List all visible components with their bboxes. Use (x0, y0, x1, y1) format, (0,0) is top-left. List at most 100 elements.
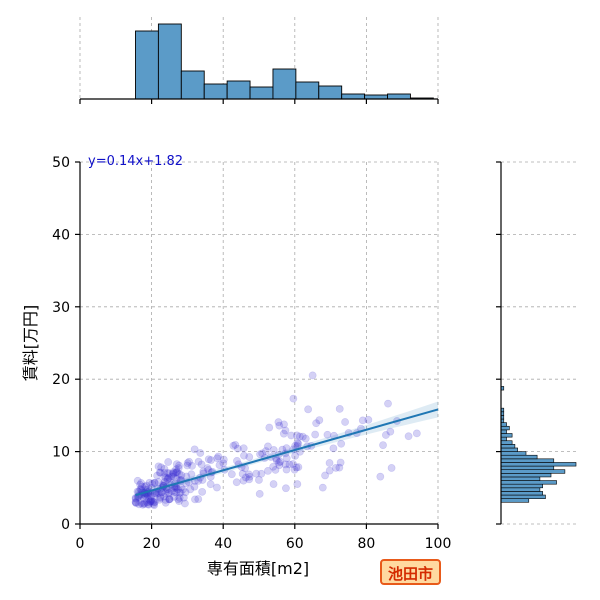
scatter-point (255, 476, 263, 484)
scatter-point (376, 472, 385, 481)
scatter-point (219, 459, 228, 468)
right-histogram-bar (500, 422, 507, 427)
scatter-point (412, 429, 421, 438)
scatter-point (136, 480, 145, 489)
scatter-point (144, 500, 153, 509)
scatter-point (156, 494, 165, 502)
scatter-point (262, 447, 270, 455)
scatter-point (157, 488, 166, 497)
scatter-point (276, 457, 285, 466)
y-tick-label: 50 (52, 155, 70, 171)
scatter-point (269, 446, 278, 454)
x-tick-label: 20 (143, 536, 161, 552)
right-histogram-bar (500, 451, 527, 456)
top-histogram-bar (226, 80, 251, 100)
scatter-point (172, 468, 180, 477)
scatter-point (150, 479, 159, 487)
scatter-point (281, 460, 290, 469)
scatter-point (282, 465, 291, 474)
scatter-point (179, 485, 187, 494)
x-tick-label: 0 (76, 536, 85, 552)
scatter-point (279, 429, 288, 438)
scatter-point (168, 470, 177, 479)
scatter-point (145, 478, 154, 487)
scatter-point (132, 499, 141, 508)
scatter-point (245, 453, 254, 461)
right-histogram-bar (500, 444, 516, 449)
scatter-point (255, 489, 264, 498)
axes (75, 98, 502, 529)
scatter-point (293, 480, 302, 489)
scatter-point (379, 441, 387, 450)
scatter-point (321, 471, 329, 480)
scatter-point (207, 456, 215, 464)
x-tick-label: 100 (425, 536, 452, 552)
scatter-point (191, 495, 199, 504)
scatter-point (144, 500, 153, 509)
scatter-point (157, 463, 166, 472)
scatter-point (238, 469, 247, 478)
top-histogram-bar (341, 93, 366, 100)
regression-line (135, 408, 439, 497)
y-tick-label: 30 (52, 300, 70, 316)
scatter-point (155, 468, 164, 477)
scatter-point (245, 472, 254, 481)
scatter-point (164, 474, 172, 483)
scatter-point (161, 496, 170, 504)
scatter-point (206, 480, 215, 489)
regression-confidence-band (135, 401, 439, 500)
scatter-point (214, 452, 223, 461)
scatter-point (387, 464, 396, 472)
scatter-point (335, 463, 344, 472)
scatter-point (168, 487, 176, 496)
scatter-points (131, 371, 421, 510)
scatter-point (163, 475, 172, 484)
scatter-point (404, 432, 413, 441)
scatter-point (175, 461, 183, 470)
scatter-point (140, 500, 149, 509)
scatter-point (183, 461, 192, 470)
scatter-point (264, 442, 272, 451)
scatter-point (156, 468, 165, 477)
scatter-point (198, 487, 207, 496)
scatter-point (194, 457, 203, 466)
scatter-point (335, 404, 344, 413)
scatter-point (245, 470, 253, 479)
scatter-point (165, 473, 174, 482)
right-histogram-bar (500, 440, 513, 445)
scatter-point (161, 473, 170, 482)
scatter-point (232, 478, 241, 487)
scatter-point (289, 394, 298, 403)
scatter-point (271, 465, 280, 474)
scatter-point (164, 458, 173, 466)
scatter-point (219, 455, 228, 464)
scatter-point (293, 431, 301, 440)
scatter-point (181, 488, 190, 497)
scatter-point (147, 492, 155, 501)
scatter-point (301, 434, 310, 443)
scatter-point (269, 480, 278, 488)
tick-labels: 0 20 40 60 80 100 0 10 20 30 40 50 (52, 155, 451, 552)
scatter-point (308, 371, 317, 380)
scatter-point (138, 500, 147, 509)
scatter-point (190, 445, 199, 454)
scatter-point (173, 468, 182, 477)
scatter-point (304, 405, 313, 414)
scatter-point (169, 472, 178, 481)
scatter-point (175, 470, 184, 478)
scatter-point (240, 451, 248, 460)
scatter-point (155, 495, 164, 504)
right-histogram (500, 386, 577, 503)
scatter-point (285, 460, 294, 469)
scatter-point (196, 449, 205, 457)
right-histogram-bar (500, 447, 518, 452)
y-tick-label: 0 (61, 517, 70, 533)
scatter-point (293, 438, 302, 447)
scatter-point (329, 444, 338, 453)
x-tick-label: 40 (214, 536, 232, 552)
scatter-point (204, 455, 213, 464)
scatter-point (274, 458, 283, 467)
top-histogram-bar (157, 23, 182, 100)
scatter-point (147, 495, 156, 504)
scatter-point (139, 494, 148, 503)
